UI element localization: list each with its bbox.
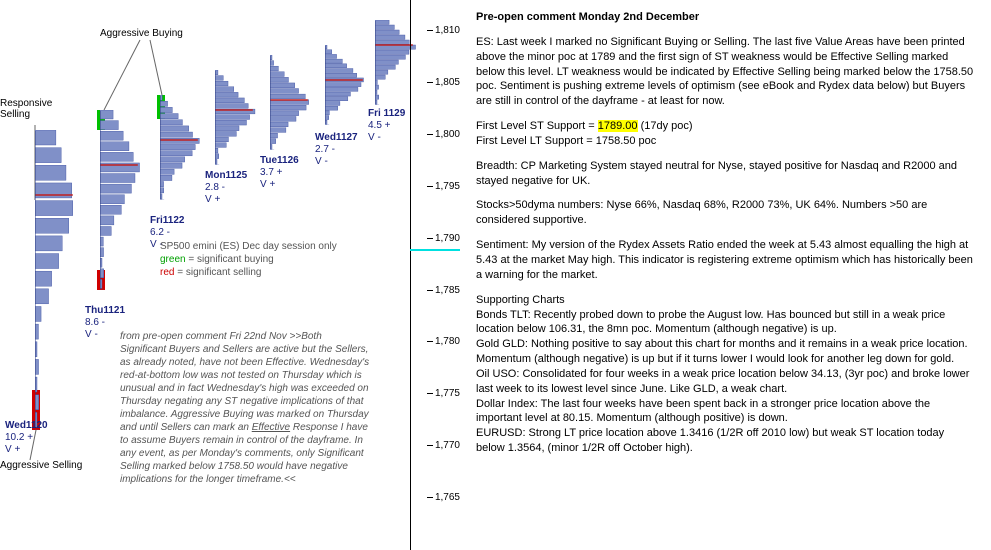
supporting-dollar: Dollar Index: The last four weeks have b… bbox=[476, 398, 930, 425]
legend-product: SP500 emini (ES) Dec day session only bbox=[160, 240, 380, 253]
price-tick: 1,780 bbox=[427, 336, 460, 347]
legend-red-word: red bbox=[160, 267, 174, 278]
price-axis: 1,810 1,805 1,800 1,795 1,790 1,785 1,780 1,775… bbox=[410, 0, 460, 550]
commentary-panel: Pre-open comment Monday 2nd December ES:… bbox=[460, 0, 991, 550]
commentary-supporting: Supporting Charts Bonds TLT: Recently pr… bbox=[476, 293, 975, 456]
market-profile-mon1125 bbox=[215, 70, 257, 165]
price-tick: 1,800 bbox=[427, 129, 460, 140]
market-profile-tue1126 bbox=[270, 55, 312, 150]
commentary-breadth: Breadth: CP Marketing System stayed neut… bbox=[476, 159, 975, 189]
legend-red-text: = significant selling bbox=[174, 267, 261, 278]
price-tick: 1,790 bbox=[427, 233, 460, 244]
day-label-wed1120: Wed112010.2 +V + bbox=[5, 420, 48, 456]
commentary-title: Pre-open comment Monday 2nd December bbox=[476, 10, 975, 25]
chart-panel: Aggressive Buying Responsive Selling Agg… bbox=[0, 0, 460, 550]
legend-green-word: green bbox=[160, 254, 186, 265]
day-label-mon1125: Mon11252.8 -V + bbox=[205, 170, 247, 206]
price-tick: 1,765 bbox=[427, 492, 460, 503]
price-tick: 1,770 bbox=[427, 440, 460, 451]
supporting-oil: Oil USO: Consolidated for four weeks in … bbox=[476, 368, 969, 395]
price-tick: 1,795 bbox=[427, 181, 460, 192]
day-label-fri1129: Fri 11294.5 +V - bbox=[368, 108, 405, 144]
commentary-stocks50: Stocks>50dyma numbers: Nyse 66%, Nasdaq … bbox=[476, 198, 975, 228]
day-label-wed1127: Wed11272.7 -V - bbox=[315, 132, 358, 168]
market-profile-wed1120 bbox=[35, 130, 77, 430]
annotation-aggressive-selling: Aggressive Selling bbox=[0, 460, 82, 471]
italic-footnote: from pre-open comment Fri 22nd Nov >>Bot… bbox=[120, 330, 370, 486]
supporting-bonds: Bonds TLT: Recently probed down to probe… bbox=[476, 309, 945, 336]
market-profile-fri1122 bbox=[160, 95, 202, 200]
commentary-sentiment: Sentiment: My version of the Rydex Asset… bbox=[476, 238, 975, 283]
price-tick: 1,805 bbox=[427, 77, 460, 88]
day-label-tue1126: Tue11263.7 +V + bbox=[260, 155, 299, 191]
supporting-eurusd: EURUSD: Strong LT price location above 1… bbox=[476, 427, 944, 454]
st-support-suffix: (17dy poc) bbox=[638, 120, 693, 132]
annotation-responsive-selling: Responsive Selling bbox=[0, 98, 70, 120]
market-profile-wed1127 bbox=[325, 45, 367, 125]
commentary-support-levels: First Level ST Support = 1789.00 (17dy p… bbox=[476, 119, 975, 149]
chart-legend: SP500 emini (ES) Dec day session only gr… bbox=[160, 240, 380, 279]
price-marker-cyan bbox=[410, 249, 460, 251]
commentary-p1: ES: Last week I marked no Significant Bu… bbox=[476, 35, 975, 109]
price-tick: 1,785 bbox=[427, 285, 460, 296]
market-profile-thu1121 bbox=[100, 110, 142, 290]
price-tick: 1,775 bbox=[427, 388, 460, 399]
price-tick: 1,810 bbox=[427, 25, 460, 36]
lt-support-line: First Level LT Support = 1758.50 poc bbox=[476, 135, 656, 147]
chart-area: Aggressive Buying Responsive Selling Agg… bbox=[0, 0, 410, 550]
supporting-heading: Supporting Charts bbox=[476, 294, 565, 306]
st-support-value: 1789.00 bbox=[598, 120, 638, 132]
legend-green-text: = significant buying bbox=[186, 254, 274, 265]
st-support-prefix: First Level ST Support = bbox=[476, 120, 598, 132]
supporting-gold: Gold GLD: Nothing positive to say about … bbox=[476, 338, 968, 365]
annotation-aggressive-buying: Aggressive Buying bbox=[100, 28, 183, 39]
